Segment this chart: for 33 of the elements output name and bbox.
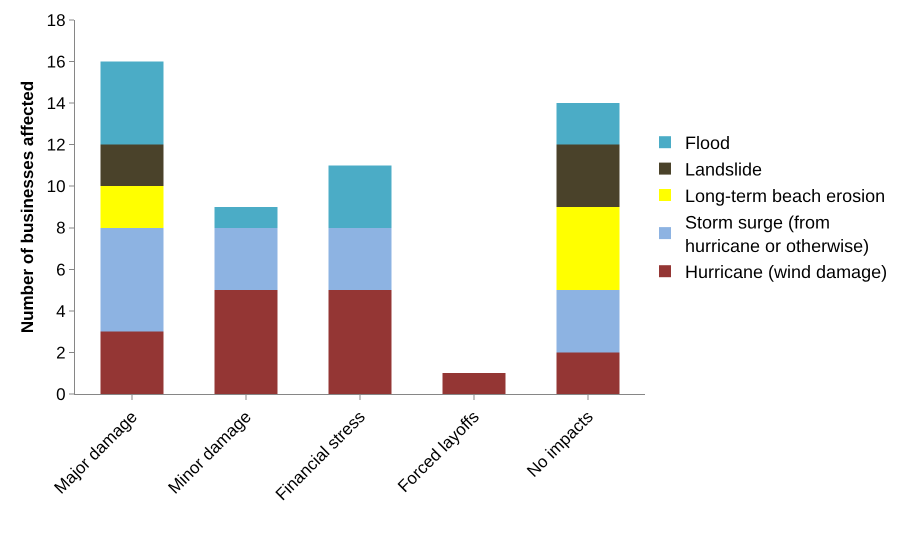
- bar: [100, 228, 164, 332]
- y-tick-label: 16: [46, 52, 66, 72]
- bar: [214, 290, 278, 394]
- bar: [328, 290, 392, 394]
- bar: [214, 207, 278, 228]
- bar: [100, 62, 164, 145]
- y-tick-label: 10: [46, 177, 66, 196]
- legend-label: Storm surge (from hurricane or otherwise): [685, 212, 870, 256]
- bar: [556, 207, 620, 290]
- y-tick-label: 14: [46, 94, 66, 114]
- y-tick-label: 18: [46, 10, 66, 30]
- bar: [100, 144, 164, 186]
- y-tick-label: 2: [56, 343, 66, 362]
- y-tick-label: 0: [56, 384, 66, 404]
- y-tick-label: 12: [46, 136, 66, 155]
- bar: [556, 290, 620, 352]
- y-axis-title: Number of businesses affected: [18, 80, 38, 334]
- legend-label: Landslide: [685, 160, 762, 180]
- y-tick-label: 4: [56, 302, 66, 321]
- bar: [100, 186, 164, 228]
- bar: [556, 144, 620, 207]
- bar: [556, 352, 620, 394]
- bar: [442, 373, 506, 394]
- legend-label: Hurricane (wind damage): [685, 262, 888, 282]
- bar: [556, 103, 620, 145]
- bar: [328, 165, 392, 228]
- legend-label: Flood: [685, 133, 730, 154]
- bar: [100, 332, 164, 394]
- legend-label: Long-term beach erosion: [685, 186, 886, 206]
- bar: [328, 228, 392, 290]
- bar: [214, 228, 278, 290]
- y-tick-label: 6: [56, 260, 66, 280]
- y-tick-label: 8: [56, 218, 66, 238]
